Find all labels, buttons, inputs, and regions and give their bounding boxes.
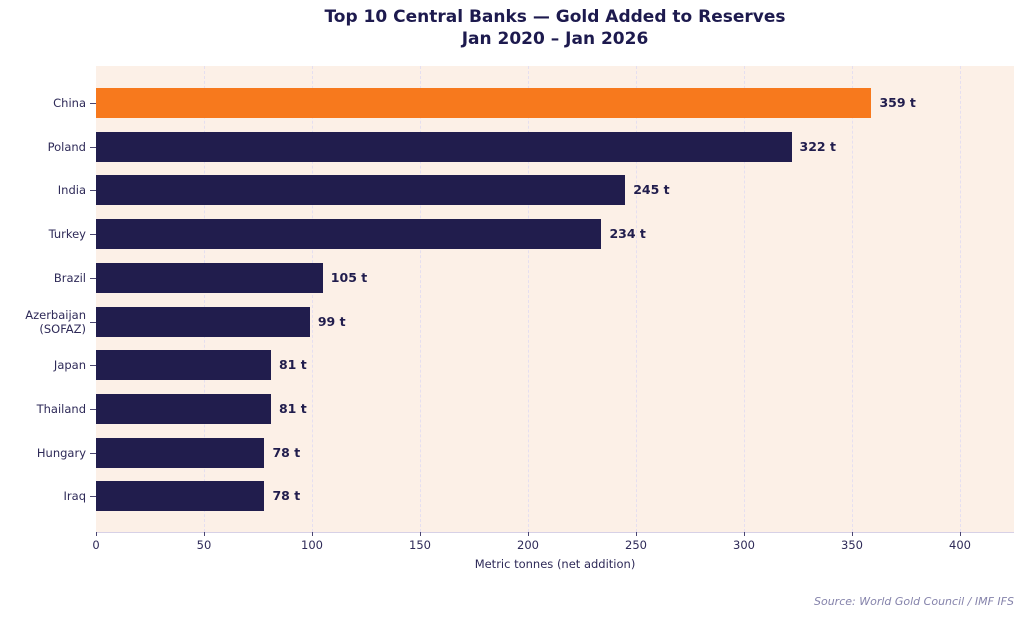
x-tick-mark xyxy=(852,532,853,536)
y-tick-mark xyxy=(90,190,96,192)
bar-value-label: 105 t xyxy=(330,269,368,285)
gridline xyxy=(204,66,205,532)
bar-value-label: 81 t xyxy=(278,357,307,373)
gridline xyxy=(420,66,421,532)
category-label: Azerbaijan (SOFAZ) xyxy=(25,307,86,336)
bar xyxy=(96,131,792,162)
x-tick-label: 350 xyxy=(841,538,863,552)
category-label: Turkey xyxy=(48,227,86,242)
x-tick-label: 0 xyxy=(92,538,100,552)
gridline xyxy=(636,66,637,532)
bar-value-label: 322 t xyxy=(799,138,836,154)
y-tick-mark xyxy=(90,146,96,148)
x-tick-mark xyxy=(312,532,313,536)
bar xyxy=(96,437,265,468)
y-tick-mark xyxy=(90,365,96,367)
gridline xyxy=(312,66,313,532)
chart-title-line1: Top 10 Central Banks — Gold Added to Res… xyxy=(324,7,786,27)
category-label: Brazil xyxy=(53,270,86,285)
plot-area: 359 t 322 t 245 t 234 t 105 t 99 t 81 t 81 t 78 … xyxy=(96,66,1014,533)
gridline xyxy=(852,66,853,532)
x-tick-mark xyxy=(960,532,961,536)
x-tick-mark xyxy=(204,532,205,536)
bar-value-label: 99 t xyxy=(317,313,346,329)
bar-value-label: 245 t xyxy=(633,182,670,198)
x-tick-label: 100 xyxy=(301,538,323,552)
y-tick-mark xyxy=(90,103,96,104)
chart-title-line2: Jan 2020 – Jan 2026 xyxy=(461,29,649,49)
x-tick-label: 200 xyxy=(517,538,539,552)
category-label: Poland xyxy=(47,139,86,154)
bar-value-label: 78 t xyxy=(272,444,301,460)
source-note: Source: World Gold Council / IMF IFS xyxy=(813,595,1014,608)
y-tick-mark xyxy=(90,277,96,279)
y-tick-mark xyxy=(90,321,96,323)
category-label: China xyxy=(53,96,86,110)
category-label: Hungary xyxy=(36,445,86,460)
category-label: Japan xyxy=(53,358,86,373)
bar xyxy=(96,350,271,381)
bar xyxy=(96,175,626,206)
gridline xyxy=(744,66,745,532)
x-tick-mark xyxy=(528,532,529,536)
bar xyxy=(96,481,265,512)
x-tick-label: 300 xyxy=(733,538,755,552)
y-tick-mark xyxy=(90,234,96,236)
bar-value-label: 234 t xyxy=(609,226,646,242)
bar-value-label: 81 t xyxy=(278,400,307,416)
bar-value-label: 78 t xyxy=(272,488,301,504)
bar-value-label: 359 t xyxy=(879,95,916,110)
y-tick-mark xyxy=(90,496,96,498)
x-tick-mark xyxy=(420,532,421,536)
x-tick-mark xyxy=(96,532,97,536)
gridline xyxy=(960,66,961,532)
x-tick-label: 150 xyxy=(409,538,431,552)
y-tick-mark xyxy=(90,408,96,410)
x-tick-label: 50 xyxy=(196,538,212,552)
x-tick-label: 400 xyxy=(949,538,971,552)
bar xyxy=(96,306,310,337)
chart-title: Top 10 Central Banks — Gold Added to Res… xyxy=(96,6,1014,50)
category-label: India xyxy=(57,183,86,198)
bar xyxy=(96,393,271,424)
category-label: Iraq xyxy=(63,489,86,504)
y-tick-mark xyxy=(90,452,96,454)
x-tick-mark xyxy=(636,532,637,536)
x-tick-mark xyxy=(744,532,745,536)
x-tick-label: 250 xyxy=(625,538,647,552)
gridline xyxy=(528,66,529,532)
bar xyxy=(96,262,323,293)
category-label: Thailand xyxy=(36,401,86,416)
bar-highlighted xyxy=(96,88,872,118)
x-axis-label: Metric tonnes (net addition) xyxy=(474,557,636,571)
bar xyxy=(96,219,602,250)
